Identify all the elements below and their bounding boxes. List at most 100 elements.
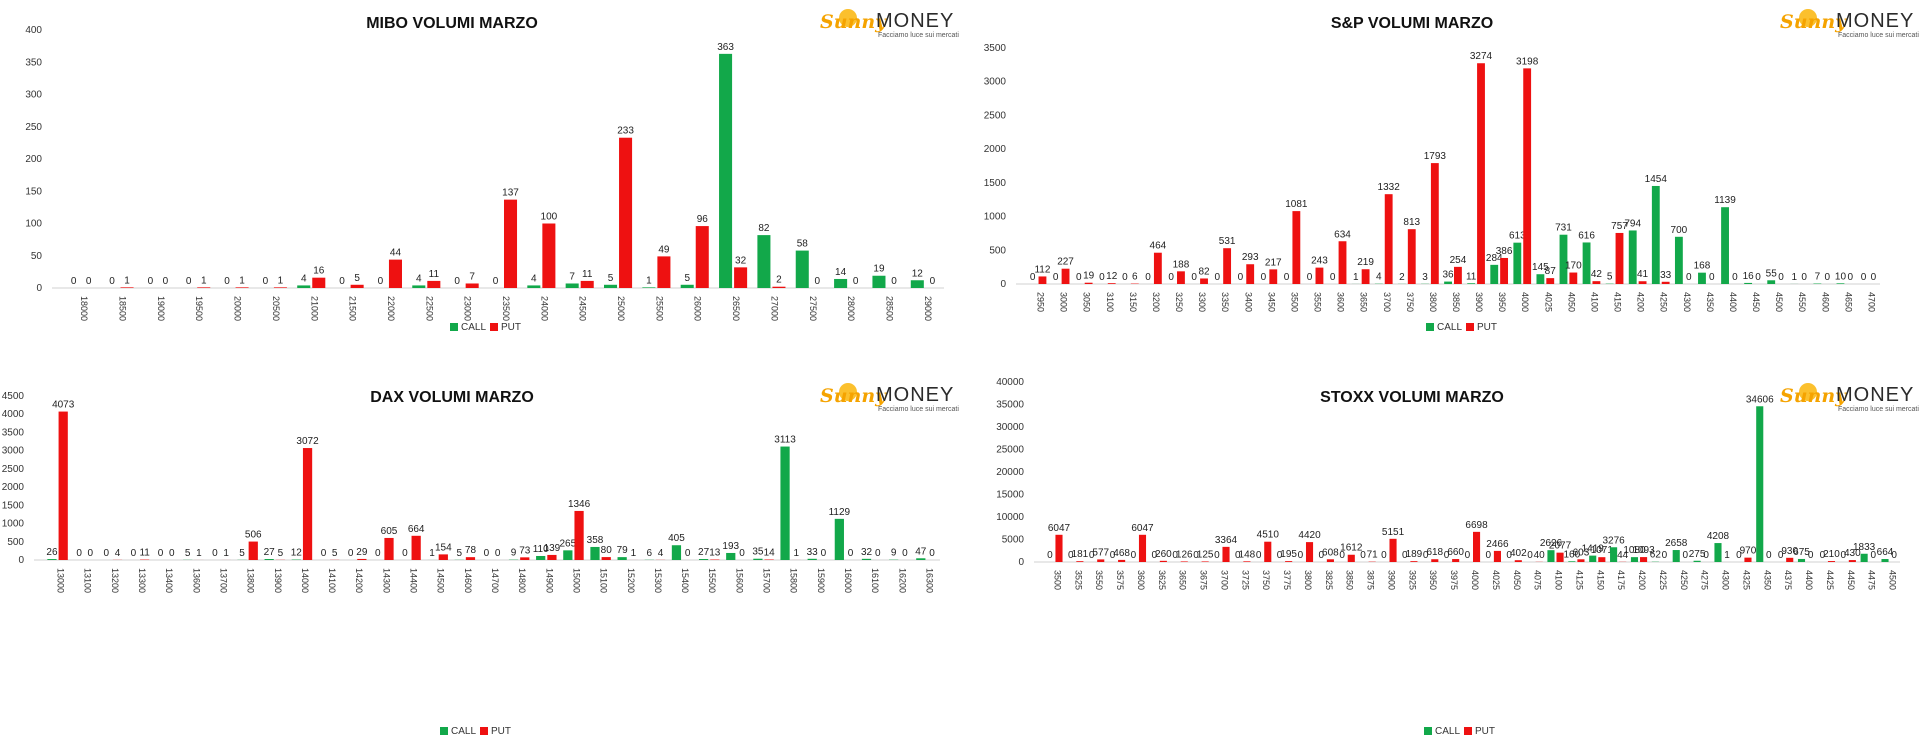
- put-bar: [1638, 281, 1647, 284]
- y-tick-label: 40000: [996, 377, 1024, 388]
- x-tick-label: 23000: [463, 296, 473, 321]
- put-data-label: 0: [1683, 550, 1689, 561]
- put-data-label: 1: [124, 275, 130, 286]
- call-data-label: 1: [646, 275, 652, 286]
- x-tick-label: 4350: [1762, 570, 1772, 590]
- call-data-label: 0: [1339, 550, 1345, 561]
- call-data-label: 0: [1261, 272, 1267, 283]
- x-tick-label: 4125: [1574, 570, 1584, 590]
- call-data-label: 0: [378, 276, 384, 287]
- call-data-label: 62: [1650, 550, 1662, 561]
- x-tick-label: 4150: [1613, 292, 1623, 312]
- x-tick-label: 4450: [1846, 570, 1856, 590]
- x-tick-label: 24000: [539, 296, 549, 321]
- put-bar: [1744, 557, 1752, 562]
- put-data-label: 1: [278, 275, 284, 286]
- call-data-label: 0: [1506, 550, 1512, 561]
- put-data-label: 293: [1242, 252, 1259, 263]
- logo-tagline: Facciamo luce sui mercati: [878, 406, 959, 413]
- put-bar: [1389, 538, 1397, 562]
- put-data-label: 29: [356, 547, 368, 558]
- put-bar: [1361, 269, 1370, 284]
- call-data-label: 0: [148, 276, 154, 287]
- put-data-label: 5: [332, 548, 338, 559]
- call-data-label: 616: [1578, 230, 1595, 241]
- x-tick-label: 4550: [1797, 292, 1807, 312]
- x-tick-label: 3800: [1303, 570, 1313, 590]
- put-data-label: 112: [1034, 264, 1050, 275]
- y-tick-label: 4500: [2, 391, 25, 402]
- sun-icon: [839, 383, 857, 401]
- put-data-label: 577: [1092, 547, 1109, 558]
- call-bar: [1630, 557, 1639, 562]
- x-tick-label: 4250: [1679, 570, 1689, 590]
- x-tick-label: 15800: [789, 568, 799, 593]
- sun-icon: [1799, 383, 1817, 401]
- call-data-label: 2658: [1665, 538, 1688, 549]
- x-tick-label: 4300: [1682, 292, 1692, 312]
- x-tick-label: 14100: [327, 568, 337, 593]
- x-tick-label: 3600: [1336, 292, 1346, 312]
- x-tick-label: 15600: [734, 568, 744, 593]
- put-data-label: 44: [390, 248, 402, 259]
- put-bar: [1477, 63, 1485, 284]
- x-tick-label: 3625: [1157, 570, 1167, 590]
- put-data-label: 930: [1781, 546, 1798, 557]
- call-data-label: 193: [722, 541, 739, 552]
- call-legend-swatch: [1426, 323, 1434, 331]
- x-tick-label: 14200: [354, 568, 364, 593]
- put-data-label: 402: [1510, 548, 1527, 559]
- put-data-label: 170: [1565, 261, 1582, 272]
- y-tick-label: 500: [7, 537, 24, 548]
- put-bar: [197, 287, 211, 288]
- put-data-label: 73: [519, 545, 531, 556]
- x-tick-label: 4500: [1774, 292, 1784, 312]
- x-tick-label: 15000: [571, 568, 581, 593]
- put-data-label: 195: [1280, 549, 1297, 560]
- put-data-label: 0: [1662, 550, 1668, 561]
- call-data-label: 3276: [1602, 535, 1625, 546]
- call-data-label: 0: [1820, 550, 1826, 561]
- call-bar: [1582, 242, 1591, 284]
- put-data-label: 125: [1197, 549, 1214, 560]
- call-data-label: 7: [1815, 272, 1821, 283]
- put-data-label: 506: [245, 530, 262, 541]
- call-data-label: 2626: [1540, 538, 1563, 549]
- put-data-label: 40: [1534, 550, 1546, 561]
- put-bar: [1315, 267, 1324, 284]
- put-data-label: 0: [853, 276, 859, 287]
- call-data-label: 0: [1238, 272, 1244, 283]
- put-data-label: 3364: [1215, 535, 1238, 546]
- call-bar: [1693, 560, 1701, 562]
- put-data-label: 139: [544, 543, 561, 554]
- put-data-label: 11: [429, 269, 440, 280]
- put-data-label: 970: [1740, 546, 1757, 557]
- x-tick-label: 26500: [731, 296, 741, 321]
- x-tick-label: 4025: [1491, 570, 1501, 590]
- put-legend-label: PUT: [491, 726, 511, 737]
- put-data-label: 813: [1403, 217, 1420, 228]
- call-bar: [671, 545, 682, 560]
- put-data-label: 1: [196, 548, 202, 559]
- y-tick-label: 5000: [1002, 535, 1025, 546]
- call-bar: [1628, 230, 1637, 284]
- call-bar: [1547, 550, 1555, 562]
- put-data-label: 6: [1132, 272, 1138, 283]
- call-data-label: 0: [1145, 272, 1151, 283]
- put-data-label: 12: [1106, 271, 1118, 282]
- call-data-label: 26: [46, 547, 58, 558]
- x-tick-label: 4600: [1820, 292, 1830, 312]
- call-data-label: 0: [1131, 550, 1137, 561]
- put-data-label: 634: [1334, 229, 1351, 240]
- call-data-label: 12: [291, 548, 303, 559]
- y-tick-label: 50: [31, 251, 43, 262]
- x-tick-label: 25000: [616, 296, 626, 321]
- put-legend-swatch: [1466, 323, 1474, 331]
- x-tick-label: 3525: [1073, 570, 1083, 590]
- call-data-label: 0: [1381, 550, 1387, 561]
- put-legend-label: PUT: [1477, 322, 1497, 333]
- put-data-label: 41: [1637, 269, 1649, 280]
- call-bar: [726, 552, 736, 560]
